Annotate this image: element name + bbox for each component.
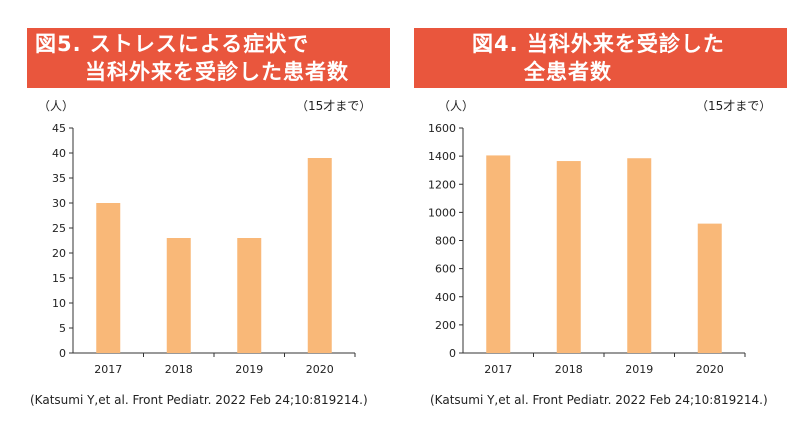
x-tick-label: 2020 [696, 363, 724, 376]
y-tick-label: 1200 [428, 178, 456, 191]
bar-2017 [96, 203, 121, 353]
chart-title: 図4. 当科外来を受診した 全患者数 [414, 28, 787, 88]
y-tick-label: 10 [52, 297, 66, 310]
x-tick-label: 2019 [235, 363, 263, 376]
bar-2019 [237, 238, 262, 353]
y-tick-label: 20 [52, 247, 66, 260]
x-tick-label: 2017 [94, 363, 122, 376]
bar-chart-total: 0 200 400 600 800 1000 1200 1400 1600 2017 2018 201… [428, 122, 746, 376]
y-tick-label: 45 [52, 122, 66, 135]
y-axis-unit: （人） [38, 99, 75, 113]
bar-2019 [627, 158, 652, 353]
bar-chart-stress: 0 5 10 15 20 25 30 35 40 45 2017 2018 2019 2020 [52, 122, 356, 376]
y-tick-label: 800 [435, 235, 456, 248]
bar-2020 [697, 223, 722, 353]
chart-panel-total-patients: 図4. 当科外来を受診した 全患者数 （人） （15才まで） 0 200 400 60… [400, 0, 800, 435]
source-citation: (Katsumi Y,et al. Front Pediatr. 2022 Fe… [430, 393, 768, 407]
y-tick-label: 30 [52, 197, 66, 210]
bar-2018 [166, 238, 191, 353]
x-tick-label: 2018 [165, 363, 193, 376]
chart-title-line-1: 図4. 当科外来を受診した [472, 32, 725, 56]
x-tick-label: 2017 [484, 363, 512, 376]
y-tick-label: 1000 [428, 206, 456, 219]
source-citation: (Katsumi Y,et al. Front Pediatr. 2022 Fe… [30, 393, 368, 407]
y-tick-label: 0 [59, 347, 66, 360]
y-tick-label: 600 [435, 263, 456, 276]
y-tick-label: 5 [59, 322, 66, 335]
y-tick-label: 200 [435, 319, 456, 332]
chart-title-line-2: 全患者数 [524, 60, 612, 84]
chart-title-line-1: 図5. ストレスによる症状で [35, 32, 310, 56]
y-tick-label: 1400 [428, 150, 456, 163]
x-tick-label: 2018 [555, 363, 583, 376]
bar-2018 [556, 161, 581, 353]
age-note: （15才まで） [696, 99, 772, 113]
chart-title: 図5. ストレスによる症状で 当科外来を受診した患者数 [27, 28, 390, 88]
y-tick-label: 40 [52, 147, 66, 160]
x-tick-label: 2020 [306, 363, 334, 376]
chart-title-line-2: 当科外来を受診した患者数 [85, 60, 349, 84]
y-axis-unit: （人） [438, 99, 475, 113]
y-tick-label: 25 [52, 222, 66, 235]
y-tick-label: 400 [435, 291, 456, 304]
bar-2020 [307, 158, 332, 353]
bar-2017 [486, 155, 511, 353]
x-tick-label: 2019 [625, 363, 653, 376]
chart-panel-stress-patients: 図5. ストレスによる症状で 当科外来を受診した患者数 （人） （15才まで） … [27, 28, 390, 407]
y-tick-label: 0 [449, 347, 456, 360]
y-tick-label: 35 [52, 172, 66, 185]
age-note: （15才まで） [296, 99, 372, 113]
y-tick-label: 15 [52, 272, 66, 285]
y-tick-label: 1600 [428, 122, 456, 135]
